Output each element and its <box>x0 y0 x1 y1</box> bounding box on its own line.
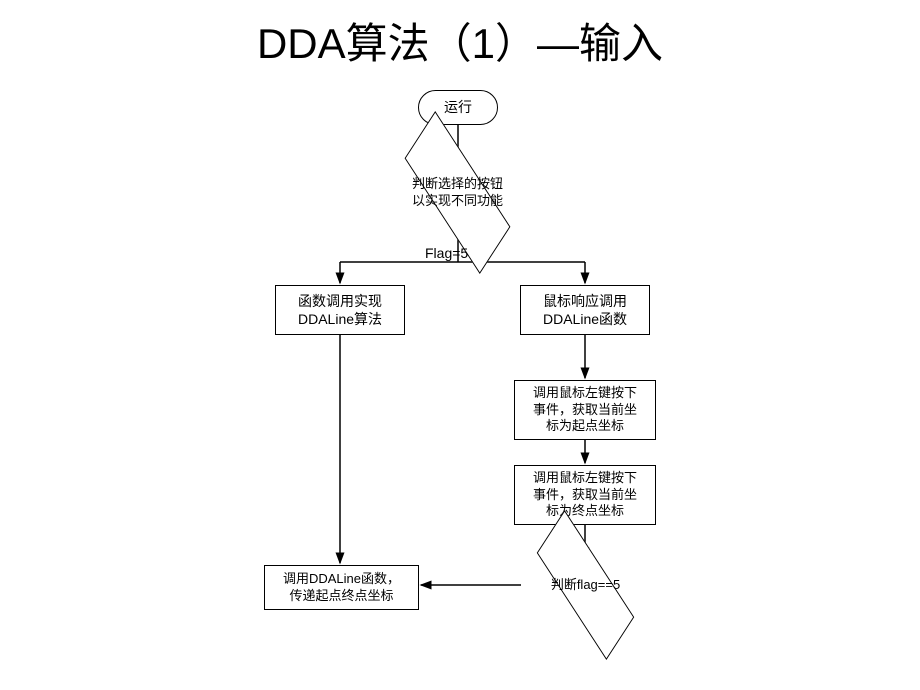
node-proc-left: 函数调用实现DDALine算法 <box>275 285 405 335</box>
node-proc-right: 鼠标响应调用DDALine函数 <box>520 285 650 335</box>
node-mouse2: 调用鼠标左键按下事件，获取当前坐标为终点坐标 <box>514 465 656 525</box>
node-mouse1: 调用鼠标左键按下事件，获取当前坐标为起点坐标 <box>514 380 656 440</box>
page-title: DDA算法（1）—输入 <box>0 10 920 71</box>
node-decision1: 判断选择的按钮以实现不同功能 <box>390 165 525 220</box>
node-start-label: 运行 <box>444 98 472 116</box>
node-mouse1-label: 调用鼠标左键按下事件，获取当前坐标为起点坐标 <box>533 385 637 436</box>
node-decision1-label: 判断选择的按钮以实现不同功能 <box>412 176 503 210</box>
node-decision2-label: 判断flag==5 <box>551 577 620 594</box>
node-final: 调用DDALine函数，传递起点终点坐标 <box>264 565 419 610</box>
edge-label-flag: Flag=5 <box>425 245 468 261</box>
node-final-label: 调用DDALine函数，传递起点终点坐标 <box>283 571 400 605</box>
node-decision2: 判断flag==5 <box>523 560 648 610</box>
node-mouse2-label: 调用鼠标左键按下事件，获取当前坐标为终点坐标 <box>533 470 637 521</box>
node-proc-left-label: 函数调用实现DDALine算法 <box>298 292 382 328</box>
node-proc-right-label: 鼠标响应调用DDALine函数 <box>543 292 627 328</box>
flowchart-container: 运行 判断选择的按钮以实现不同功能 Flag=5 函数调用实现DDALine算法… <box>0 90 920 690</box>
